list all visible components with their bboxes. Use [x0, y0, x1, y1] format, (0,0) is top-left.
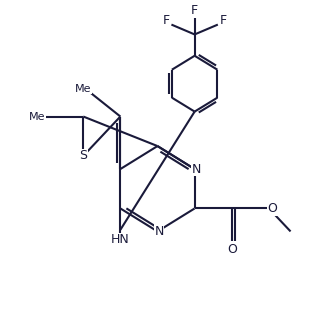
Text: F: F	[163, 14, 170, 27]
Text: F: F	[191, 4, 198, 17]
Text: O: O	[227, 243, 237, 256]
Text: N: N	[192, 163, 201, 175]
Text: F: F	[220, 14, 227, 27]
Text: N: N	[154, 225, 164, 238]
Text: O: O	[268, 202, 278, 215]
Text: Me: Me	[29, 112, 45, 122]
Text: Me: Me	[75, 84, 91, 94]
Text: HN: HN	[111, 233, 130, 246]
Text: S: S	[79, 150, 87, 162]
